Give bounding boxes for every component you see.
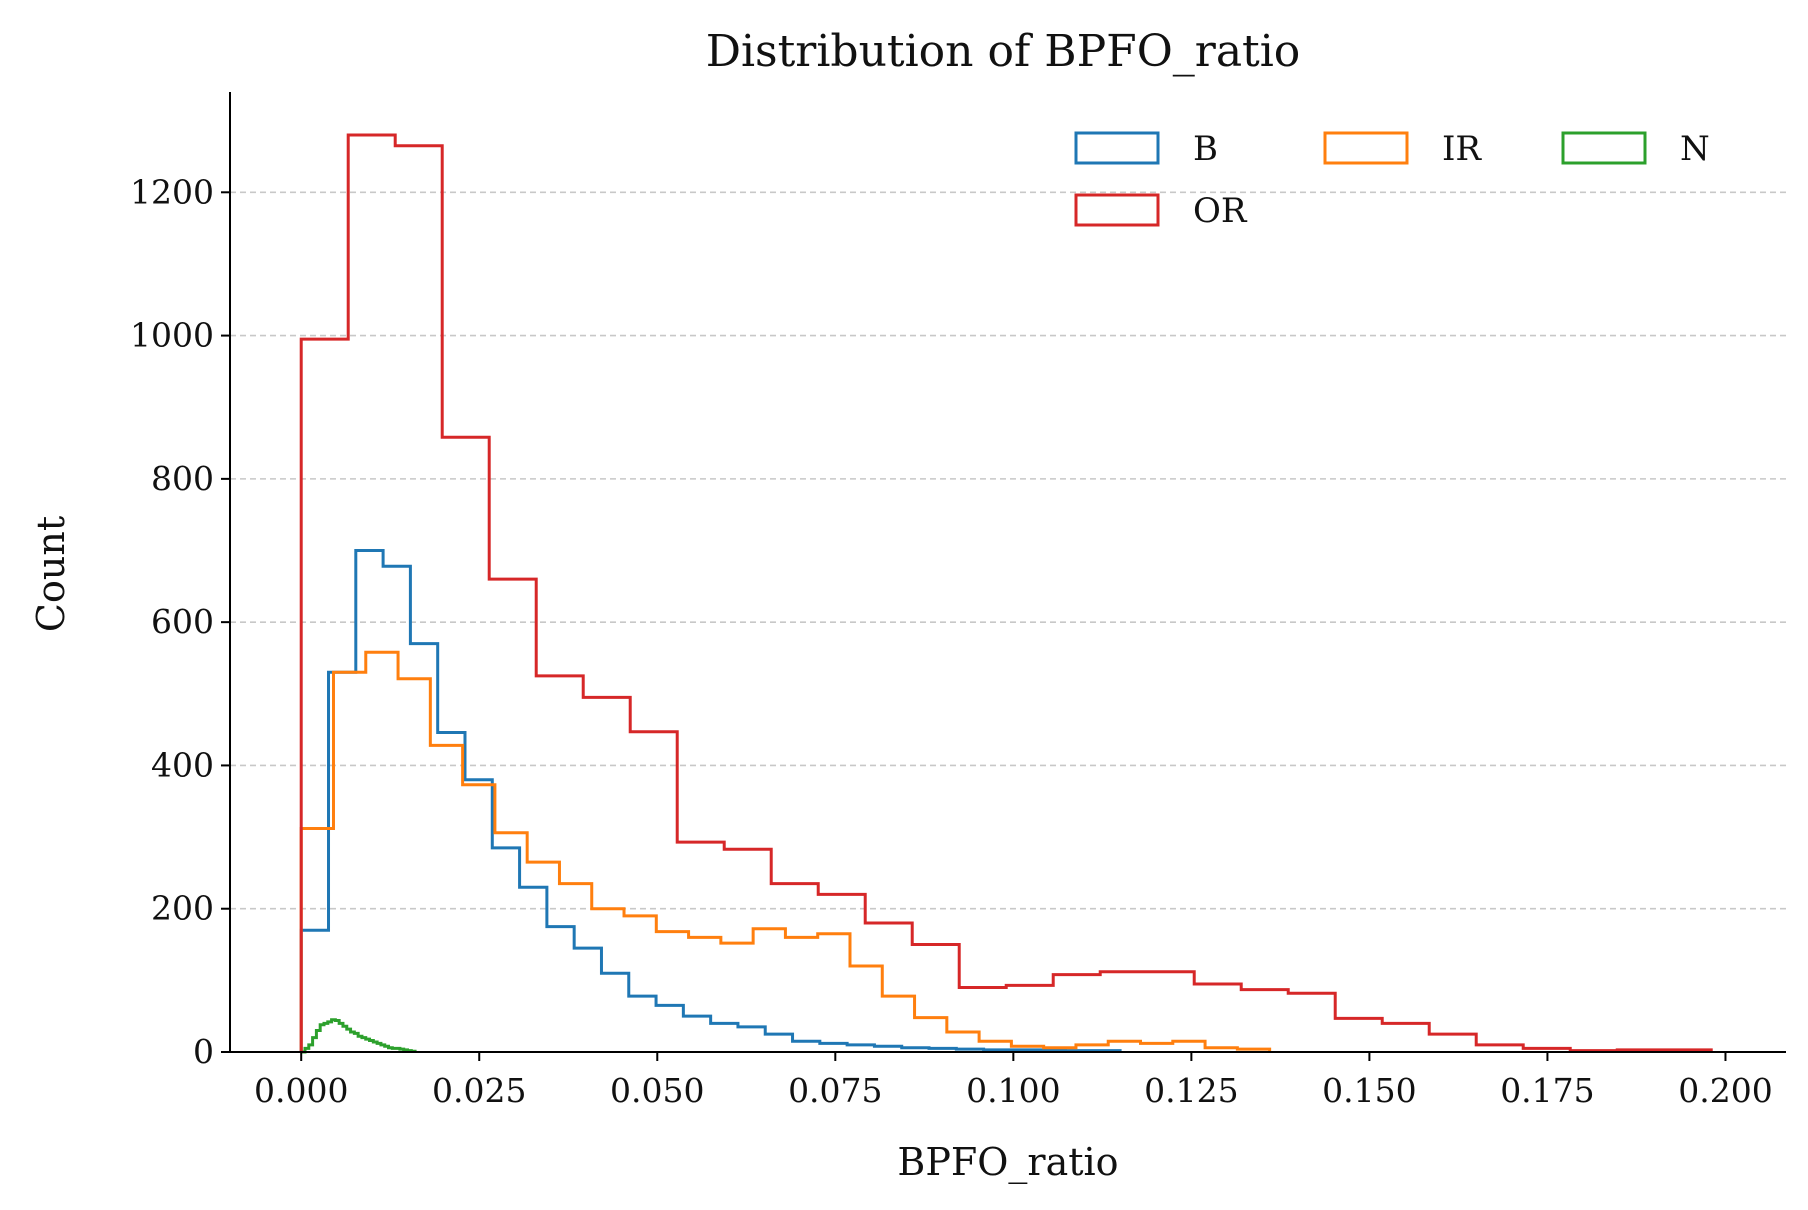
legend-swatch [1561, 131, 1647, 165]
x-ticks: 0.000 0.025 0.050 0.075 0.100 0.125 0.150 0.175… [254, 1052, 1773, 1110]
x-tick-label: 0.175 [1500, 1071, 1594, 1110]
legend-swatch [1074, 193, 1160, 227]
y-axis-title: Count [29, 516, 73, 632]
chart-title: Distribution of BPFO_ratio [706, 26, 1301, 77]
legend-label: N [1680, 129, 1710, 169]
y-tick-label: 200 [151, 889, 214, 928]
x-tick-label: 0.100 [966, 1071, 1060, 1110]
y-tick-label: 400 [151, 745, 214, 784]
histogram-OR [299, 133, 1713, 1053]
x-tick-label: 0.150 [1322, 1071, 1416, 1110]
y-gridlines [230, 191, 1786, 910]
y-tick-label: 0 [193, 1032, 214, 1071]
x-tick-label: 0.000 [254, 1071, 348, 1110]
legend-label: B [1193, 129, 1218, 169]
x-tick-label: 0.075 [788, 1071, 882, 1110]
histogram-IR [299, 650, 1272, 1052]
legend-label: OR [1193, 191, 1248, 231]
histogram-B [299, 549, 1122, 1053]
legend-item-IR: IR [1323, 129, 1482, 169]
legend-swatch [1074, 131, 1160, 165]
histogram-N [301, 1018, 417, 1054]
y-tick-label: 600 [151, 602, 214, 641]
legend-item-B: B [1074, 129, 1218, 169]
x-axis-title: BPFO_ratio [897, 1140, 1118, 1185]
x-tick-label: 0.050 [610, 1071, 704, 1110]
y-tick-label: 1200 [130, 172, 214, 211]
axes [229, 92, 1786, 1053]
x-tick-label: 0.200 [1678, 1071, 1772, 1110]
legend-swatch [1323, 131, 1409, 165]
legend-label: IR [1442, 129, 1482, 169]
y-ticks: 0 200 400 600 800 1000 1200 [130, 172, 230, 1071]
y-tick-label: 1000 [130, 316, 214, 355]
x-tick-label: 0.025 [432, 1071, 526, 1110]
legend-item-N: N [1561, 129, 1710, 169]
legend: B IR N OR [1074, 129, 1710, 231]
x-tick-label: 0.125 [1144, 1071, 1238, 1110]
histogram-series [299, 133, 1713, 1054]
y-tick-label: 800 [151, 459, 214, 498]
legend-item-OR: OR [1074, 191, 1248, 231]
